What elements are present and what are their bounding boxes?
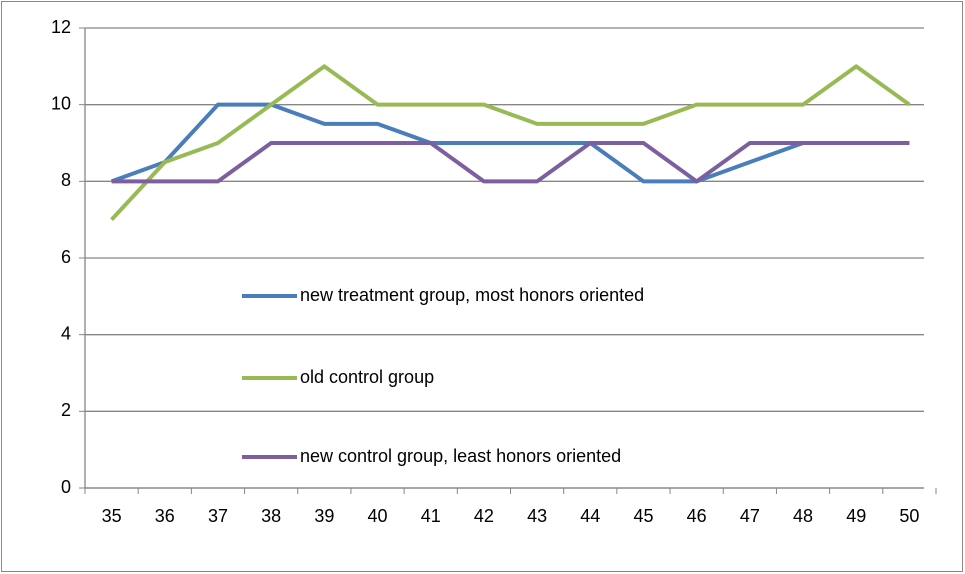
legend-label: new treatment group, most honors oriente…	[300, 285, 644, 305]
y-tick-label: 8	[61, 170, 71, 190]
x-tick-label: 39	[314, 506, 334, 526]
x-tick-label: 44	[580, 506, 600, 526]
series-line	[110, 64, 911, 222]
series-line	[111, 141, 910, 184]
x-tick-label: 42	[474, 506, 494, 526]
y-tick-label: 2	[61, 400, 71, 420]
x-tick-label: 40	[368, 506, 388, 526]
y-tick-label: 10	[51, 93, 71, 113]
x-tick-label: 43	[527, 506, 547, 526]
x-tick-label: 48	[793, 506, 813, 526]
series-line	[110, 102, 910, 184]
x-tick-label: 46	[687, 506, 707, 526]
y-tick-label: 12	[51, 17, 71, 37]
y-tick-label: 4	[61, 323, 71, 343]
x-tick-label: 47	[740, 506, 760, 526]
x-tick-label: 49	[846, 506, 866, 526]
x-tick-label: 35	[102, 506, 122, 526]
x-tick-label: 36	[155, 506, 175, 526]
y-tick-label: 6	[61, 247, 71, 267]
x-tick-label: 38	[261, 506, 281, 526]
y-tick-label: 0	[61, 477, 71, 497]
x-tick-label: 50	[899, 506, 919, 526]
x-tick-label: 41	[421, 506, 441, 526]
x-tick-label: 45	[633, 506, 653, 526]
legend-label: new control group, least honors oriented	[300, 446, 621, 466]
x-tick-label: 37	[208, 506, 228, 526]
legend-label: old control group	[300, 367, 434, 387]
